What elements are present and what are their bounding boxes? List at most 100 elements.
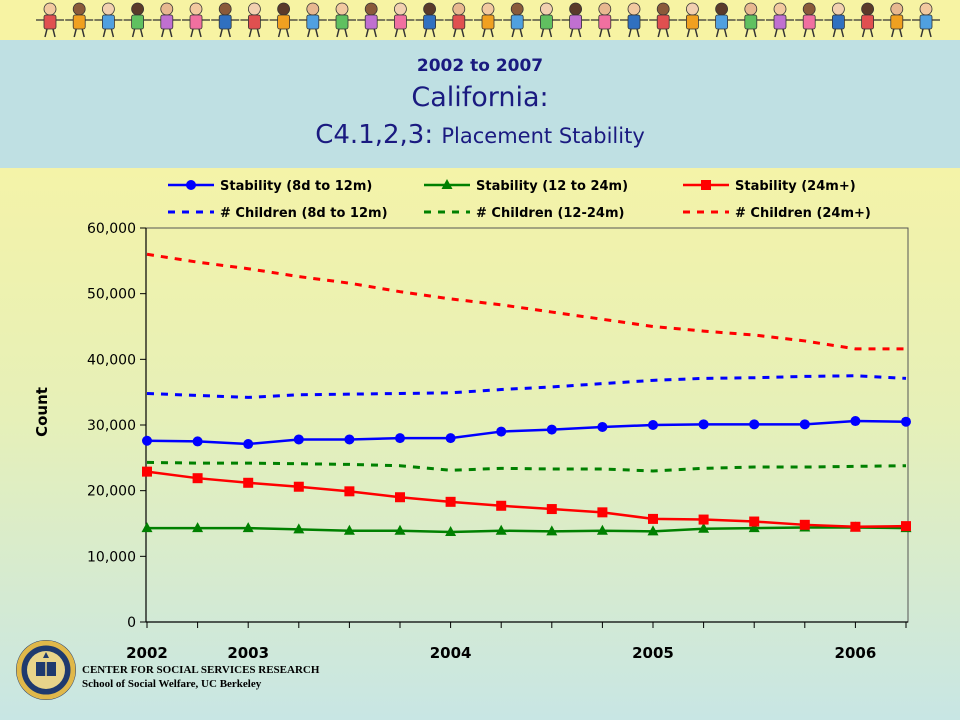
data-point <box>496 500 507 511</box>
data-point <box>293 481 304 492</box>
data-point <box>850 416 861 427</box>
data-point <box>546 424 557 435</box>
series-children-008000 <box>146 460 907 473</box>
banner <box>0 0 960 40</box>
children-holding-hands-icon <box>36 2 940 38</box>
data-point <box>242 522 254 533</box>
legend-label: # Children (8d to 12m) <box>220 206 388 221</box>
y-tick-label: 30,000 <box>87 418 136 434</box>
child-figure-icon <box>532 2 561 38</box>
child-figure-icon <box>824 2 853 38</box>
child-figure-icon <box>357 2 386 38</box>
data-point <box>395 433 405 444</box>
legend-label: Stability (12 to 24m) <box>476 179 628 194</box>
x-tick-label: 2002 <box>126 644 168 662</box>
series-line <box>146 252 906 351</box>
data-point <box>546 504 557 515</box>
data-point <box>192 522 204 533</box>
child-figure-icon <box>561 2 590 38</box>
legend-item: # Children (12-24m) <box>424 206 624 221</box>
series-line <box>146 470 907 529</box>
data-point <box>597 421 608 432</box>
legend-item: # Children (24m+) <box>683 206 871 221</box>
data-point <box>293 523 305 534</box>
data-point <box>701 180 711 190</box>
child-figure-icon <box>94 2 123 38</box>
data-point <box>293 434 304 445</box>
org-name: CENTER FOR SOCIAL SERVICES RESEARCH <box>82 664 320 676</box>
data-point <box>749 516 760 527</box>
child-figure-icon <box>269 2 298 38</box>
series-stability-0000ff <box>142 416 911 450</box>
x-ticks: 2002 2003 2004 2005 2006 <box>126 622 907 662</box>
child-figure-icon <box>211 2 240 38</box>
legend-item: Stability (24m+) <box>683 179 856 194</box>
child-figure-icon <box>298 2 327 38</box>
data-point <box>445 496 456 507</box>
series-line <box>146 374 907 399</box>
child-figure-icon <box>736 2 765 38</box>
y-tick-label: 10,000 <box>87 549 136 565</box>
child-figure-icon <box>65 2 94 38</box>
child-figure-icon <box>444 2 473 38</box>
child-figure-icon <box>795 2 824 38</box>
child-figure-icon <box>912 2 940 38</box>
legend-label: Stability (8d to 12m) <box>220 179 372 194</box>
data-point <box>698 522 710 533</box>
data-point <box>243 477 254 488</box>
data-point <box>799 519 810 530</box>
chart-series <box>141 252 912 537</box>
series-children-ff0000 <box>146 252 906 351</box>
data-point <box>799 419 810 430</box>
chart-state: California: <box>411 82 549 113</box>
y-tick-label: 0 <box>127 615 136 631</box>
data-point <box>142 466 152 477</box>
data-point <box>698 419 709 430</box>
data-point <box>343 524 355 535</box>
data-point <box>901 416 911 427</box>
legend-item: # Children (8d to 12m) <box>168 206 388 221</box>
child-figure-icon <box>415 2 444 38</box>
data-point <box>186 180 196 190</box>
data-point <box>441 179 453 189</box>
data-point <box>445 526 457 537</box>
y-tick-label: 60,000 <box>87 221 136 237</box>
data-point <box>648 513 658 524</box>
data-point <box>243 439 254 450</box>
data-point <box>192 473 203 484</box>
data-point <box>901 521 911 532</box>
data-point <box>698 514 709 525</box>
x-tick-label: 2006 <box>835 644 877 662</box>
y-axis-label: Count <box>33 387 51 437</box>
series-children-0000ff <box>146 374 907 399</box>
child-figure-icon <box>240 2 269 38</box>
title-box <box>0 40 960 168</box>
data-point <box>395 492 405 503</box>
series-line <box>147 526 907 534</box>
chart-date-range: 2002 to 2007 <box>416 56 544 76</box>
child-figure-icon <box>649 2 678 38</box>
org-school: School of Social Welfare, UC Berkeley <box>82 678 262 690</box>
child-figure-icon <box>36 2 64 38</box>
data-point <box>495 524 507 535</box>
child-figure-icon <box>152 2 181 38</box>
child-figure-icon <box>620 2 648 38</box>
data-point <box>496 426 507 437</box>
data-point <box>748 522 760 533</box>
y-tick-label: 20,000 <box>87 484 136 500</box>
legend-label: # Children (12-24m) <box>476 206 624 221</box>
y-ticks: 0 10,000 20,000 30,000 40,000 50,000 60,000 <box>87 221 146 631</box>
university-seal-icon <box>16 640 76 700</box>
data-point <box>192 436 203 447</box>
child-figure-icon <box>882 2 911 38</box>
chart-legend: Stability (8d to 12m) Stability (12 to 24… <box>168 179 871 221</box>
data-point <box>344 434 355 445</box>
legend-item: Stability (8d to 12m) <box>168 179 372 194</box>
series-line <box>146 460 907 473</box>
x-tick-label: 2005 <box>632 644 674 662</box>
data-point <box>850 521 861 532</box>
child-figure-icon <box>853 2 882 38</box>
series-line <box>146 419 907 446</box>
child-figure-icon <box>123 2 152 38</box>
